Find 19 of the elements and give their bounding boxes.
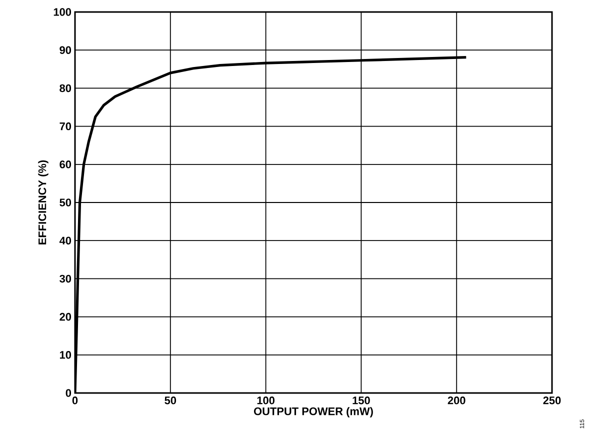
y-tick-label: 40	[59, 236, 72, 244]
x-tick-label: 50	[164, 396, 176, 404]
y-tick-label: 20	[60, 312, 72, 321]
y-tick-label: 100	[54, 8, 72, 16]
x-tick-label: 250	[543, 396, 561, 404]
x-tick-label: 200	[448, 396, 466, 404]
x-tick-label: 150	[352, 396, 370, 404]
x-tick-label: 100	[257, 396, 274, 404]
y-tick-label: 70	[60, 122, 72, 130]
y-axis-title: EFFICIENCY (%)	[38, 160, 48, 244]
y-tick-label: 0	[66, 389, 72, 397]
y-tick-label: 80	[60, 84, 72, 92]
y-tick-label: 50	[60, 198, 72, 206]
x-axis-title: OUTPUT POWER (mW)	[254, 407, 373, 418]
y-tick-label: 30	[60, 274, 72, 283]
y-tick-label: 90	[60, 46, 72, 54]
x-tick-label: 0	[72, 396, 78, 404]
y-tick-label: 60	[60, 160, 72, 168]
y-tick-label: 10	[60, 351, 72, 359]
